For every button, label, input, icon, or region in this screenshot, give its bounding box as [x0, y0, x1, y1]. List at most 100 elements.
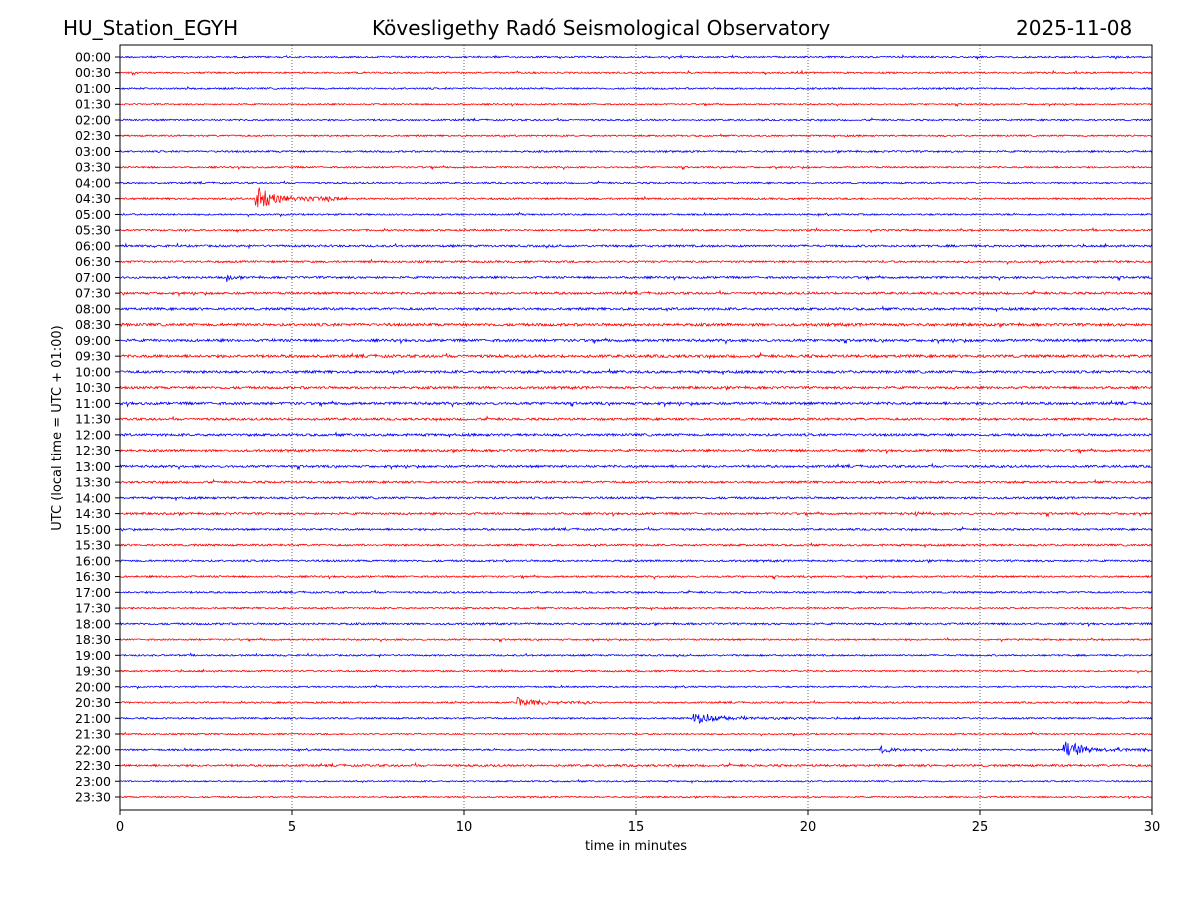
y-tick-label: 07:00: [75, 270, 111, 285]
y-tick-label: 14:00: [75, 490, 111, 505]
y-tick-label: 18:30: [75, 632, 111, 647]
x-tick-label: 20: [800, 820, 817, 835]
trace-0030: [119, 69, 1153, 76]
y-tick-label: 09:00: [75, 333, 111, 348]
trace-0100: [119, 86, 1153, 91]
trace-0200: [119, 117, 1153, 123]
y-tick-label: 20:00: [75, 679, 111, 694]
y-tick-label: 07:30: [75, 286, 111, 301]
y-tick-label: 02:00: [75, 112, 111, 127]
x-axis-label: time in minutes: [585, 839, 687, 854]
y-tick-label: 13:30: [75, 475, 111, 490]
y-tick-label: 17:30: [75, 601, 111, 616]
trace-2000: [119, 684, 1153, 690]
trace-1630: [119, 574, 1153, 580]
trace-0700: [119, 274, 1153, 282]
y-tick-label: 05:00: [75, 207, 111, 222]
y-tick-label: 12:30: [75, 443, 111, 458]
y-tick-label: 19:30: [75, 664, 111, 679]
trace-0330: [119, 165, 1153, 171]
y-tick-label: 10:00: [75, 364, 111, 379]
y-tick-label: 11:00: [75, 396, 111, 411]
trace-2130: [119, 731, 1153, 737]
trace-1430: [120, 510, 1153, 518]
trace-1300: [119, 462, 1153, 471]
trace-0000: [120, 54, 1153, 61]
y-tick-label: 01:00: [75, 81, 111, 96]
y-tick-label: 23:00: [75, 774, 111, 789]
y-tick-label: 03:30: [75, 160, 111, 175]
trace-1830: [119, 637, 1153, 643]
trace-0500: [119, 211, 1153, 218]
y-tick-label: 02:30: [75, 128, 111, 143]
trace-1330: [119, 478, 1153, 485]
trace-0600: [119, 242, 1153, 250]
x-tick-label: 10: [456, 820, 473, 835]
y-tick-label: 20:30: [75, 695, 111, 710]
trace-1100: [119, 399, 1153, 408]
y-tick-label: 21:00: [75, 711, 111, 726]
trace-0730: [119, 289, 1153, 297]
y-tick-label: 03:00: [75, 144, 111, 159]
trace-0900: [119, 337, 1153, 345]
y-tick-label: 21:30: [75, 727, 111, 742]
trace-2100: [119, 713, 1153, 724]
y-tick-label: 06:00: [75, 238, 111, 253]
trace-0630: [119, 258, 1153, 266]
y-tick-label: 04:00: [75, 175, 111, 190]
x-tick-label: 30: [1144, 820, 1161, 835]
trace-1230: [119, 447, 1153, 455]
trace-1030: [119, 384, 1153, 391]
trace-1700: [120, 589, 1153, 595]
trace-2200: [119, 741, 1153, 756]
trace-2330: [119, 795, 1152, 800]
trace-2300: [119, 778, 1153, 784]
y-tick-label: 00:00: [75, 50, 111, 65]
y-tick-label: 14:30: [75, 506, 111, 521]
y-tick-label: 04:30: [75, 191, 111, 206]
trace-1530: [120, 541, 1153, 549]
trace-0800: [119, 305, 1153, 313]
y-tick-label: 15:00: [75, 522, 111, 537]
y-tick-label: 15:30: [75, 538, 111, 553]
y-tick-label: 17:00: [75, 585, 111, 600]
y-axis-label: UTC (local time = UTC + 01:00): [50, 325, 65, 530]
trace-2230: [119, 761, 1153, 769]
trace-1730: [119, 605, 1153, 611]
date-title: 2025-11-08: [1016, 16, 1133, 40]
y-tick-label: 09:30: [75, 349, 111, 364]
trace-1900: [119, 652, 1153, 659]
y-tick-label: 13:00: [75, 459, 111, 474]
y-tick-label: 12:00: [75, 427, 111, 442]
y-tick-label: 10:30: [75, 380, 111, 395]
y-tick-label: 22:00: [75, 742, 111, 757]
trace-1500: [119, 526, 1153, 532]
observatory-title: Kövesligethy Radó Seismological Observat…: [372, 16, 831, 40]
y-tick-label: 05:30: [75, 223, 111, 238]
trace-0130: [119, 102, 1153, 107]
x-tick-label: 5: [288, 820, 296, 835]
trace-0930: [119, 351, 1153, 360]
y-tick-label: 08:00: [75, 301, 111, 316]
y-tick-label: 11:30: [75, 412, 111, 427]
y-tick-label: 06:30: [75, 254, 111, 269]
x-tick-label: 15: [628, 820, 645, 835]
y-tick-label: 18:00: [75, 616, 111, 631]
x-tick-label: 0: [116, 820, 124, 835]
trace-1400: [119, 495, 1153, 502]
y-tick-label: 19:00: [75, 648, 111, 663]
trace-1130: [119, 415, 1153, 423]
trace-1600: [119, 558, 1153, 564]
x-tick-label: 25: [972, 820, 989, 835]
trace-0230: [119, 133, 1153, 139]
trace-1800: [119, 621, 1153, 628]
y-tick-label: 00:30: [75, 65, 111, 80]
y-tick-label: 23:30: [75, 790, 111, 805]
trace-2030: [119, 697, 1153, 706]
trace-1200: [119, 431, 1153, 438]
trace-0430: [119, 187, 1153, 208]
y-tick-label: 08:30: [75, 317, 111, 332]
y-tick-label: 16:30: [75, 569, 111, 584]
